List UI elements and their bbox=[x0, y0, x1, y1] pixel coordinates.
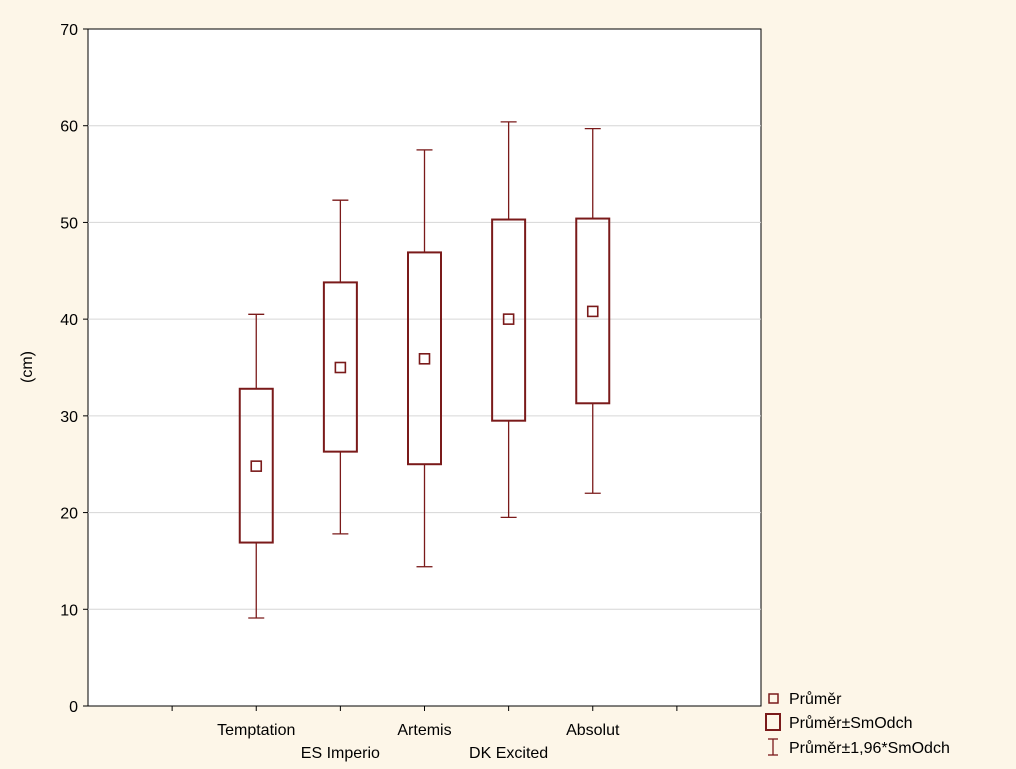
sd-box bbox=[491, 218, 527, 422]
y-tick-label: 60 bbox=[60, 119, 78, 136]
box-group bbox=[238, 313, 274, 619]
y-tick-label: 50 bbox=[60, 215, 78, 232]
mean-marker bbox=[250, 460, 263, 472]
y-tick-label: 30 bbox=[60, 409, 78, 426]
mean-marker bbox=[586, 305, 599, 318]
y-axis: 0 10 20 30 40 50 60 70 bbox=[60, 22, 88, 716]
box-group bbox=[407, 149, 442, 568]
plot-area bbox=[87, 28, 762, 707]
y-tick-label: 10 bbox=[60, 602, 78, 619]
legend-label: Průměr±1,96*SmOdch bbox=[789, 739, 950, 757]
sd-box bbox=[238, 387, 274, 544]
x-axis: Temptation ES Imperio Artemis DK Excited Abs… bbox=[171, 706, 678, 762]
legend-label: Průměr bbox=[789, 690, 842, 708]
y-tick-label: 70 bbox=[60, 22, 78, 39]
sd-box bbox=[407, 251, 442, 466]
x-tick-label: ES Imperio bbox=[301, 745, 380, 762]
mean-marker bbox=[502, 313, 515, 325]
sd-box bbox=[322, 281, 358, 453]
legend-mean-symbol bbox=[768, 693, 779, 704]
y-tick-label: 0 bbox=[69, 699, 78, 716]
x-tick-label: Temptation bbox=[217, 722, 295, 739]
y-tick-label: 40 bbox=[60, 312, 78, 329]
series-boxes bbox=[238, 121, 611, 619]
y-tick-label: 20 bbox=[60, 506, 78, 523]
legend: Průměr Průměr±SmOdch Průměr±1,96*SmOdch bbox=[765, 690, 950, 757]
legend-box-symbol bbox=[765, 713, 781, 731]
mean-marker bbox=[334, 361, 347, 374]
box-group bbox=[491, 121, 527, 519]
x-tick-label: DK Excited bbox=[469, 745, 548, 762]
sd-box bbox=[575, 217, 611, 405]
mean-marker bbox=[418, 352, 431, 365]
legend-label: Průměr±SmOdch bbox=[789, 714, 912, 732]
box-group bbox=[322, 199, 358, 535]
x-tick-label: Artemis bbox=[397, 722, 451, 739]
box-group bbox=[575, 127, 611, 494]
y-axis-label: (cm) bbox=[19, 351, 36, 383]
x-tick-label: Absolut bbox=[566, 722, 620, 739]
